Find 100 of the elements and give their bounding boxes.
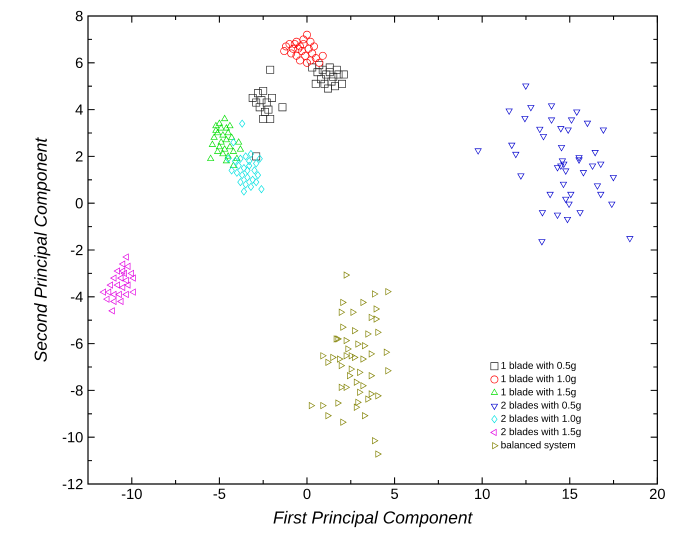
point (344, 384, 350, 391)
point (344, 337, 350, 344)
point (597, 162, 604, 168)
point (122, 291, 129, 298)
point (320, 352, 327, 360)
point (365, 330, 372, 338)
point (360, 298, 367, 306)
point (294, 44, 302, 53)
y-tick-label: -12 (62, 478, 83, 490)
point (257, 96, 266, 104)
point (385, 367, 392, 374)
point (362, 342, 368, 350)
point (230, 162, 237, 168)
point (300, 40, 308, 48)
point (474, 148, 482, 154)
point (368, 372, 375, 380)
point (120, 270, 127, 277)
point (352, 354, 358, 361)
point (218, 138, 225, 144)
point (600, 128, 607, 134)
point (235, 138, 242, 144)
point (254, 171, 261, 180)
point (248, 150, 254, 158)
x-tick-label: 5 (391, 488, 398, 499)
point (368, 390, 375, 398)
point (360, 382, 367, 390)
point (308, 402, 315, 410)
point (308, 49, 316, 58)
point (320, 80, 328, 88)
point (222, 136, 230, 142)
point (110, 291, 116, 298)
point (334, 70, 342, 78)
point (117, 298, 124, 305)
point (300, 35, 308, 44)
point (344, 272, 350, 278)
y-tick-label: 6 (76, 58, 83, 68)
point (554, 165, 561, 172)
point (250, 176, 256, 184)
point (564, 128, 572, 134)
point (224, 129, 232, 136)
point (280, 47, 288, 56)
point (338, 308, 345, 316)
point (310, 42, 318, 50)
point (326, 412, 332, 420)
point (240, 188, 247, 196)
legend-label: 2 blades with 1.5g (501, 428, 581, 438)
point (212, 122, 220, 128)
point (589, 164, 596, 170)
point (362, 412, 368, 420)
legend-label: 2 blades with 1.0g (501, 414, 581, 424)
point (221, 145, 228, 152)
point (282, 42, 290, 50)
point (348, 352, 355, 360)
point (315, 58, 324, 67)
point (303, 58, 311, 67)
point (527, 105, 534, 112)
point (237, 178, 244, 186)
point (322, 70, 330, 78)
point (258, 185, 264, 194)
point (326, 68, 334, 76)
point (368, 350, 375, 358)
point (375, 328, 382, 336)
point (308, 64, 316, 72)
point (558, 145, 565, 152)
point (237, 154, 244, 163)
point (207, 154, 214, 161)
point (517, 173, 524, 180)
point (253, 159, 260, 168)
point (548, 103, 555, 110)
point (566, 202, 573, 208)
point (230, 148, 237, 154)
point (340, 70, 348, 78)
x-axis-title: First Principal Component (274, 510, 473, 528)
y-tick-label: 2 (76, 151, 83, 162)
point (130, 274, 136, 282)
point (326, 64, 334, 72)
point (212, 126, 220, 133)
point (214, 148, 222, 154)
point (110, 298, 116, 305)
point (221, 115, 228, 122)
x-tick-label: -10 (122, 488, 142, 500)
point (290, 40, 299, 48)
point (124, 262, 130, 270)
legend-label: 1 blade with 0.5g (501, 362, 576, 371)
point (317, 75, 325, 84)
x-tick-label: 10 (475, 488, 490, 500)
point (242, 152, 249, 160)
y-tick-label: 0 (76, 198, 83, 208)
point (560, 162, 568, 168)
point (248, 94, 257, 102)
point (506, 108, 513, 115)
point (334, 335, 340, 342)
y-tick-label: -4 (70, 292, 83, 302)
point (340, 418, 346, 426)
point (324, 84, 332, 92)
point (355, 340, 362, 348)
point (567, 192, 574, 198)
point (312, 80, 320, 88)
point (301, 52, 310, 60)
y-tick-label: 8 (76, 10, 83, 22)
